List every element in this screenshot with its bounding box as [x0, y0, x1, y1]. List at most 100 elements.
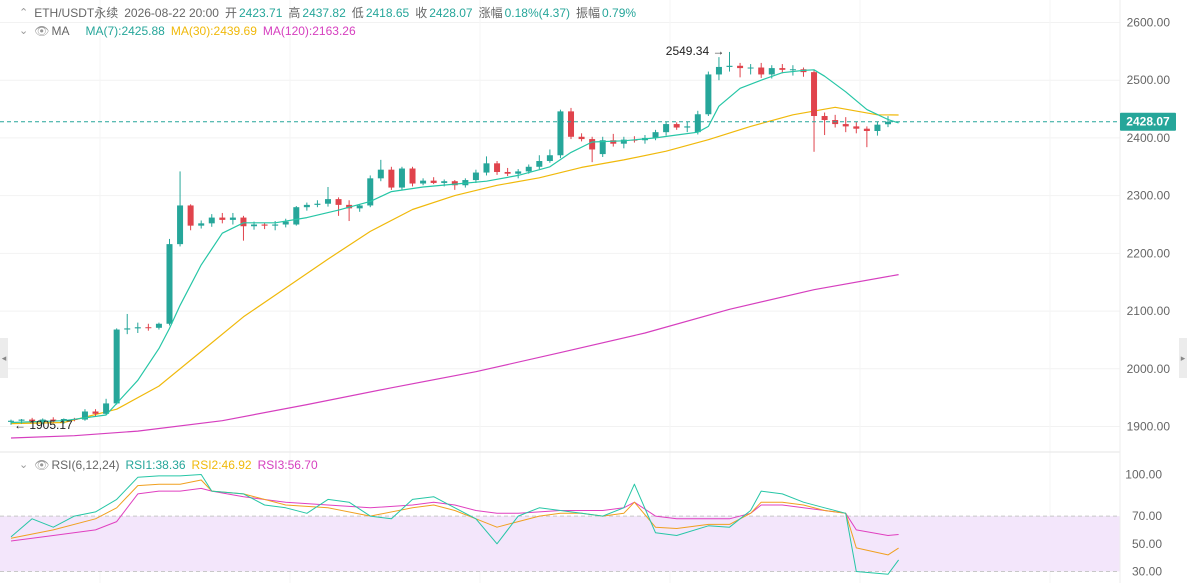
- price-tick-label: 2200.00: [1127, 246, 1171, 260]
- candle-body: [261, 224, 268, 226]
- rsi3-legend: RSI3:56.70: [257, 458, 318, 472]
- candle: [388, 166, 395, 190]
- close-value: 2428.07: [429, 6, 473, 20]
- candle-body: [525, 166, 532, 172]
- candle-body: [737, 65, 744, 69]
- rsi-band: [0, 516, 1120, 572]
- candle: [155, 322, 162, 330]
- candle: [314, 200, 321, 208]
- candle: [885, 116, 891, 128]
- candle: [536, 155, 543, 170]
- candle: [789, 65, 796, 76]
- candle: [208, 214, 215, 227]
- candle: [747, 64, 754, 75]
- candle-body: [39, 419, 46, 422]
- candle: [198, 220, 205, 229]
- candle: [874, 121, 881, 136]
- last-price-tag-bg: [1120, 112, 1176, 131]
- rsi-legend: ⌄ 👁 RSI(6,12,24) RSI1:38.36 RSI2:46.92 R…: [19, 458, 318, 472]
- candle: [240, 215, 247, 241]
- candle: [81, 409, 88, 421]
- candle-body: [398, 168, 405, 188]
- candle: [863, 126, 870, 148]
- candle: [409, 166, 416, 187]
- candle: [779, 64, 786, 74]
- chevron-down-icon[interactable]: ⌄: [19, 25, 29, 37]
- candle-body: [504, 171, 511, 174]
- extreme-markers: 2549.34 → ← 1905.17: [14, 44, 725, 432]
- candle-body: [177, 205, 184, 245]
- candle-body: [610, 140, 617, 144]
- chevron-up-icon[interactable]: ⌃: [19, 7, 29, 19]
- candle-body: [557, 111, 564, 156]
- candle-body: [758, 67, 765, 75]
- close-label: 收: [415, 6, 428, 20]
- candle-body: [60, 418, 67, 421]
- candle: [113, 328, 120, 405]
- datetime-label: 2026-08-22 20:00: [124, 6, 219, 20]
- rsi-tick-label: 30.00: [1132, 565, 1162, 579]
- price-tick-label: 2000.00: [1127, 362, 1171, 376]
- candle-body: [842, 124, 849, 127]
- price-tick-label: 2600.00: [1127, 16, 1171, 30]
- candle: [92, 409, 99, 417]
- candle: [451, 180, 458, 190]
- candle-body: [885, 121, 891, 125]
- candle-body: [546, 155, 553, 162]
- price-tick-label: 2300.00: [1127, 189, 1171, 203]
- candle-body: [251, 224, 258, 227]
- candle-body: [599, 140, 606, 155]
- candle-body: [568, 111, 575, 137]
- candle-body: [314, 203, 321, 205]
- ma30-legend: MA(30):2439.69: [170, 24, 257, 38]
- collapse-right-icon[interactable]: ▸: [1179, 338, 1187, 378]
- high-price-marker: 2549.34 →: [666, 44, 725, 58]
- candle-body: [409, 168, 416, 184]
- eye-icon[interactable]: 👁: [34, 458, 50, 472]
- rsi3-line: [10, 487, 899, 542]
- candle: [684, 121, 691, 133]
- candle-body: [789, 69, 796, 71]
- candle: [578, 133, 585, 142]
- candle-body: [388, 169, 395, 188]
- candle: [715, 57, 722, 81]
- rsi-axis[interactable]: 100.00 70.00 50.00 30.00: [1125, 468, 1162, 579]
- low-price-marker: ← 1905.17: [14, 418, 73, 432]
- candle-body: [377, 169, 384, 179]
- open-value: 2423.71: [239, 6, 283, 20]
- collapse-left-icon[interactable]: ◂: [0, 338, 8, 378]
- candle-body: [229, 217, 236, 220]
- low-value: 2418.65: [365, 6, 410, 20]
- candle-body: [494, 163, 501, 172]
- candle-body: [483, 163, 490, 173]
- chevron-down-icon[interactable]: ⌄: [19, 459, 29, 471]
- candle: [599, 136, 606, 157]
- candle: [18, 418, 25, 424]
- candle: [187, 204, 194, 231]
- candle: [504, 167, 511, 177]
- candle-body: [303, 204, 310, 208]
- candle: [853, 121, 860, 134]
- rsi1-legend: RSI1:38.36: [125, 458, 186, 472]
- price-axis[interactable]: 2600.00 2500.00 2400.00 2300.00 2200.00 2100.…: [1127, 16, 1171, 434]
- candle: [229, 212, 236, 225]
- candle: [821, 112, 828, 136]
- candle-body: [620, 139, 627, 144]
- candle: [758, 62, 765, 78]
- rsi-tick-label: 50.00: [1132, 537, 1162, 551]
- candle: [377, 159, 384, 182]
- ma7-series: [10, 69, 899, 424]
- eye-icon[interactable]: 👁: [34, 24, 50, 38]
- ma120-series: [10, 274, 899, 439]
- candle: [293, 206, 300, 226]
- candle-body: [536, 161, 543, 167]
- candle-body: [663, 124, 670, 133]
- candle: [335, 197, 342, 216]
- candle-body: [356, 205, 363, 209]
- candle-body: [420, 180, 427, 184]
- candle: [145, 323, 152, 331]
- ma7-line: [10, 69, 899, 424]
- candle-body: [874, 124, 881, 132]
- last-price-tag-text: 2428.07: [1126, 115, 1170, 129]
